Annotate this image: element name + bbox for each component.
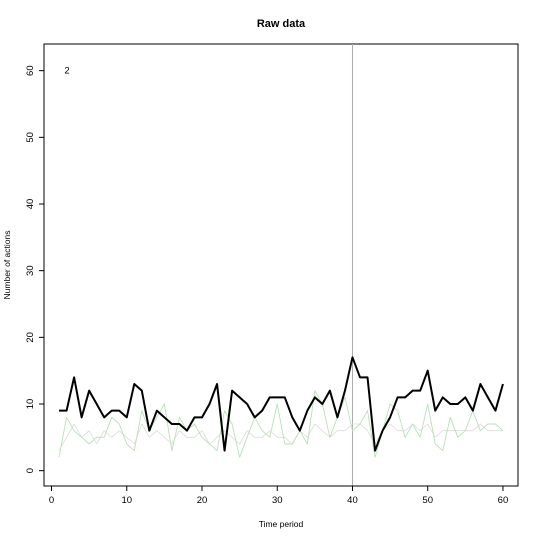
x-tick-label: 20 bbox=[197, 495, 208, 506]
y-axis-label: Number of actions bbox=[2, 231, 12, 300]
y-tick-label: 60 bbox=[25, 65, 36, 76]
series-layer bbox=[58, 356, 504, 458]
x-tick-label: 0 bbox=[49, 495, 54, 506]
y-tick-label: 10 bbox=[25, 399, 36, 410]
chart-title: Raw data bbox=[257, 18, 306, 30]
x-tick-label: 40 bbox=[347, 495, 358, 506]
series-line-1 bbox=[59, 356, 504, 452]
series-line-3 bbox=[58, 423, 503, 451]
x-tick-label: 60 bbox=[498, 495, 509, 506]
y-tick-label: 20 bbox=[25, 332, 36, 343]
y-tick-label: 0 bbox=[25, 468, 36, 473]
x-axis-label: Time period bbox=[259, 519, 304, 529]
y-tick-label: 30 bbox=[25, 265, 36, 276]
chart-annotation: 2 bbox=[64, 66, 69, 77]
y-axis: 0 10 20 30 40 50 60 bbox=[25, 65, 45, 473]
x-tick-label: 30 bbox=[272, 495, 283, 506]
x-axis: 0 10 20 30 40 50 60 bbox=[49, 485, 509, 506]
y-tick-label: 40 bbox=[25, 199, 36, 210]
x-tick-label: 50 bbox=[422, 495, 433, 506]
x-tick-label: 10 bbox=[121, 495, 132, 506]
plot-frame bbox=[43, 43, 519, 487]
series-line-2 bbox=[58, 390, 504, 458]
y-tick-label: 50 bbox=[25, 132, 36, 143]
